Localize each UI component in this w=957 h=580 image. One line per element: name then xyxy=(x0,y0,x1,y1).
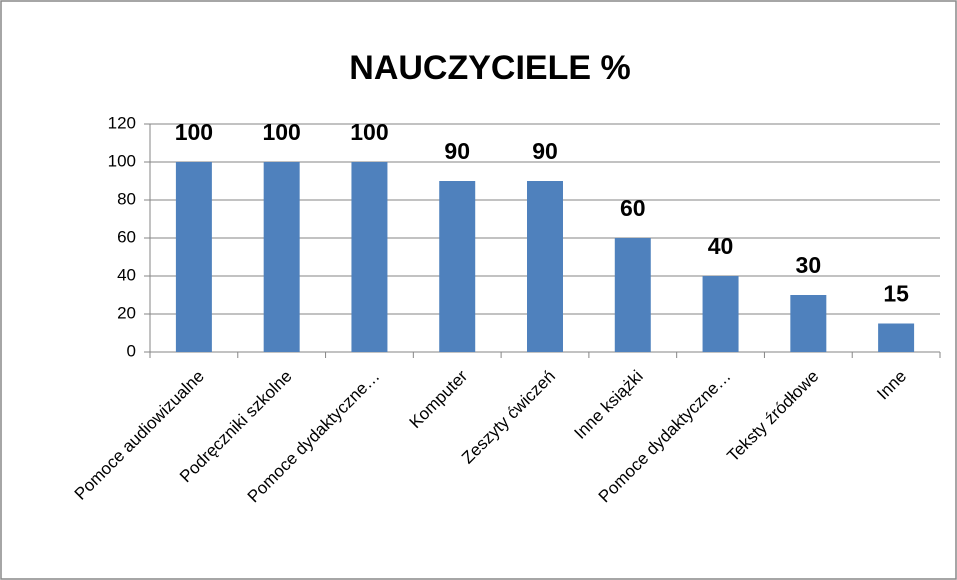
y-tick-label: 120 xyxy=(108,113,136,132)
chart-title: NAUCZYCIELE % xyxy=(349,49,630,87)
bar xyxy=(175,162,212,352)
data-label: 100 xyxy=(262,119,300,145)
y-tick-label: 60 xyxy=(117,227,136,246)
bar xyxy=(702,276,739,352)
data-label: 40 xyxy=(708,233,734,259)
bar xyxy=(527,181,563,352)
y-tick-label: 40 xyxy=(117,265,136,284)
y-tick-label: 80 xyxy=(117,189,136,208)
bar xyxy=(263,162,300,352)
data-label: 30 xyxy=(796,252,822,278)
bar xyxy=(351,162,388,352)
y-tick-label: 100 xyxy=(108,151,136,170)
bar xyxy=(614,238,651,352)
data-label: 90 xyxy=(444,138,470,164)
data-label: 90 xyxy=(532,138,558,164)
data-label: 60 xyxy=(620,195,646,221)
bar xyxy=(439,181,476,352)
y-tick-label: 0 xyxy=(127,341,136,360)
data-label: 100 xyxy=(350,119,388,145)
y-tick-label: 20 xyxy=(117,303,136,322)
data-label: 100 xyxy=(175,119,213,145)
data-label: 15 xyxy=(883,281,909,307)
bar xyxy=(790,295,827,352)
bar xyxy=(878,323,915,352)
